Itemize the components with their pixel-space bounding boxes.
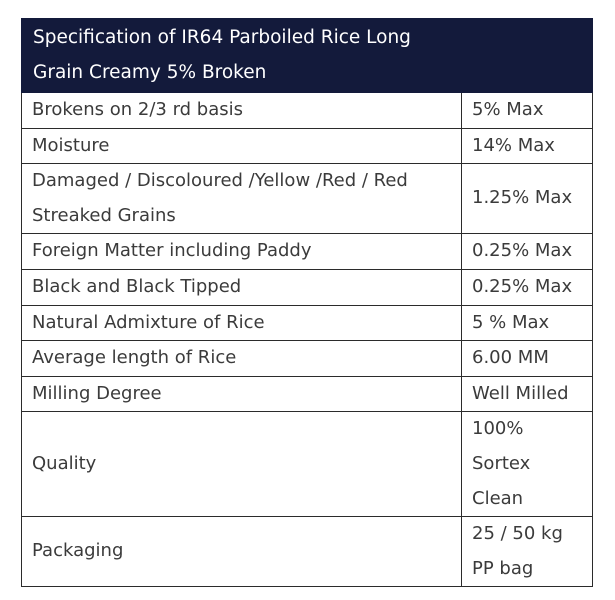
table-row: Moisture 14% Max (21, 127, 593, 165)
spec-table: Specification of IR64 Parboiled Rice Lon… (21, 18, 593, 588)
table-row: Foreign Matter including Paddy 0.25% Max (21, 233, 593, 270)
table-row: Quality 100% Sortex Clean (21, 411, 593, 518)
param-cell: Quality (21, 411, 462, 518)
param-cell: Foreign Matter including Paddy (21, 233, 462, 270)
table-title: Specification of IR64 Parboiled Rice Lon… (33, 27, 411, 83)
table-row: Packaging 25 / 50 kg PP bag (21, 516, 593, 588)
value-cell: 0.25% Max (461, 268, 593, 306)
value-cell: 6.00 MM (461, 340, 593, 377)
table-row: Damaged / Discoloured /Yellow /Red / Red… (21, 163, 593, 235)
table-row: Natural Admixture of Rice 5 % Max (21, 304, 593, 342)
param-cell: Damaged / Discoloured /Yellow /Red / Red… (21, 163, 462, 235)
table-row: Average length of Rice 6.00 MM (21, 340, 593, 377)
table-row: Black and Black Tipped 0.25% Max (21, 268, 593, 306)
table-row: Brokens on 2/3 rd basis 5% Max (21, 92, 593, 129)
param-cell: Average length of Rice (21, 340, 462, 377)
param-cell: Moisture (21, 127, 462, 165)
param-cell: Packaging (21, 516, 462, 588)
spec-table-container: Specification of IR64 Parboiled Rice Lon… (21, 18, 593, 588)
value-cell: 1.25% Max (461, 163, 593, 235)
param-cell: Black and Black Tipped (21, 268, 462, 306)
value-cell: 25 / 50 kg PP bag (461, 516, 593, 588)
value-cell: Well Milled (461, 375, 593, 413)
value-cell: 5 % Max (461, 304, 593, 342)
table-header-row: Specification of IR64 Parboiled Rice Lon… (21, 18, 593, 93)
value-cell: 14% Max (461, 127, 593, 165)
value-cell: 100% Sortex Clean (461, 411, 593, 518)
value-cell: 0.25% Max (461, 233, 593, 270)
param-cell: Brokens on 2/3 rd basis (21, 92, 462, 129)
param-cell: Natural Admixture of Rice (21, 304, 462, 342)
table-title-cell: Specification of IR64 Parboiled Rice Lon… (21, 18, 593, 93)
param-cell: Milling Degree (21, 375, 462, 413)
table-row: Milling Degree Well Milled (21, 375, 593, 413)
value-cell: 5% Max (461, 92, 593, 129)
